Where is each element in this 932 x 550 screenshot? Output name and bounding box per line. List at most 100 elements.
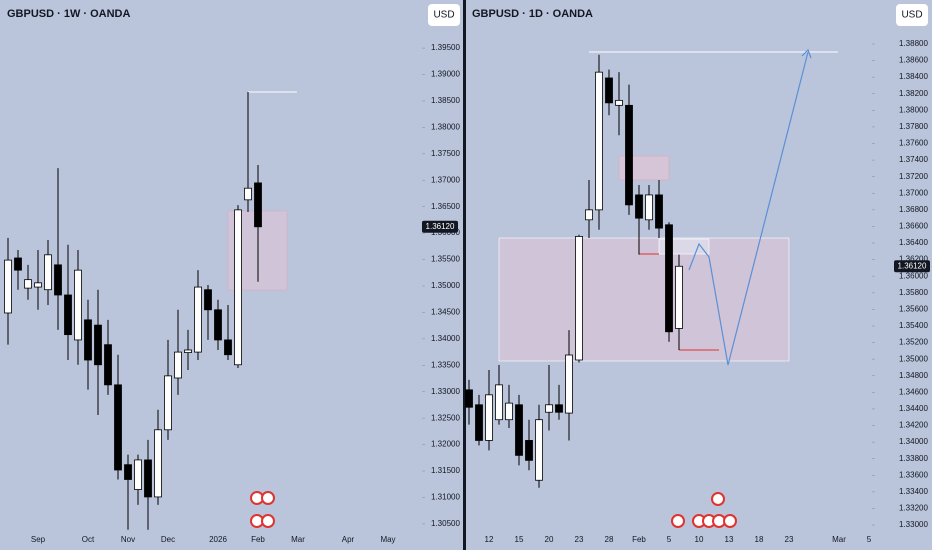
last-price-label: 1.36120 [898, 261, 927, 270]
candle-body [635, 194, 643, 219]
candle-body [244, 187, 252, 201]
last-price-label: 1.36120 [426, 222, 455, 231]
candle-body [164, 375, 172, 431]
y-tick-label: 1.35600 [899, 304, 928, 313]
currency-button[interactable] [896, 4, 928, 26]
y-tick-label: 1.39000 [431, 70, 460, 79]
y-tick-label: 1.34400 [899, 404, 928, 413]
candle-body [545, 404, 553, 413]
y-tick-label: 1.35000 [431, 281, 460, 290]
chart-title: GBPUSD · 1D · OANDA [472, 8, 593, 20]
y-tick-label: 1.37600 [899, 139, 928, 148]
y-tick-label: 1.34200 [899, 421, 928, 430]
x-tick-label: 23 [575, 535, 584, 544]
x-tick-label: Feb [251, 535, 265, 544]
y-tick-label: 1.37000 [431, 175, 460, 184]
x-tick-label: Feb [632, 535, 646, 544]
candle-body [14, 257, 22, 271]
candle-body [194, 286, 202, 353]
y-tick-label: 1.35800 [899, 288, 928, 297]
y-tick-label: 1.36400 [899, 238, 928, 247]
candle-body [535, 419, 543, 481]
y-tick-label: 1.36600 [899, 222, 928, 231]
y-tick-label: 1.38000 [899, 105, 928, 114]
currency-label[interactable]: USD [433, 10, 454, 21]
candle-body [575, 235, 583, 361]
y-tick-label: 1.37200 [899, 172, 928, 181]
last-price-marker [894, 260, 930, 273]
x-tick-label: 2026 [209, 535, 227, 544]
candle-body [34, 282, 42, 288]
y-tick-label: 1.36000 [899, 271, 928, 280]
candle-body [64, 294, 72, 336]
x-tick-label: 28 [605, 535, 614, 544]
candle-body [134, 459, 142, 490]
candle-body [44, 254, 52, 291]
y-tick-label: 1.38000 [431, 123, 460, 132]
arrow-head [801, 48, 812, 59]
y-tick-label: 1.39500 [431, 43, 460, 52]
x-tick-label: 15 [515, 535, 524, 544]
y-tick-label: 1.38500 [431, 96, 460, 105]
candle-body [184, 349, 192, 354]
candle-body [214, 309, 222, 341]
y-tick-label: 1.37000 [899, 188, 928, 197]
candle-body [495, 384, 503, 421]
y-tick-label: 1.34500 [431, 308, 460, 317]
x-tick-label: Mar [832, 535, 846, 544]
x-tick-label: Apr [342, 535, 355, 544]
candle-body [465, 389, 473, 408]
candle-body [254, 182, 262, 228]
y-tick-label: 1.33500 [431, 360, 460, 369]
candle-body [585, 209, 593, 221]
x-tick-label: Mar [291, 535, 305, 544]
event-icons [250, 491, 737, 528]
chart-title: GBPUSD · 1W · OANDA [7, 8, 131, 20]
y-tick-label: 1.35500 [431, 255, 460, 264]
candle-body [475, 404, 483, 441]
candle-body [665, 224, 673, 333]
x-tick-label: May [380, 535, 395, 544]
candle-body [74, 269, 82, 341]
y-tick-label: 1.38400 [899, 72, 928, 81]
candle-body [84, 319, 92, 361]
x-tick-label: 12 [485, 535, 494, 544]
panel-divider [463, 0, 466, 550]
y-tick-label: 1.33000 [431, 387, 460, 396]
currency-button[interactable] [428, 4, 460, 26]
y-tick-label: 1.38800 [899, 39, 928, 48]
x-tick-label: Sep [31, 535, 46, 544]
y-tick-label: 1.33400 [899, 487, 928, 496]
candle-body [615, 99, 623, 106]
y-tick-label: 1.31000 [431, 493, 460, 502]
x-tick-label: Dec [161, 535, 175, 544]
candle-body [234, 209, 242, 366]
y-tick-label: 1.33600 [899, 470, 928, 479]
candle-body [124, 464, 132, 480]
x-tick-label: 13 [725, 535, 734, 544]
y-tick-label: 1.34000 [899, 437, 928, 446]
y-tick-label: 1.34800 [899, 371, 928, 380]
candle-body [94, 324, 102, 366]
y-tick-label: 1.38200 [899, 89, 928, 98]
candle-body [485, 394, 493, 441]
candle-body [565, 354, 573, 414]
y-tick-label: 1.33200 [899, 504, 928, 513]
projection-arrow [688, 51, 809, 366]
y-tick-label: 1.37400 [899, 155, 928, 164]
y-tick-label: 1.34000 [431, 334, 460, 343]
candle-body [174, 351, 182, 379]
candle-body [605, 77, 613, 104]
currency-label[interactable]: USD [901, 10, 922, 21]
x-tick-label: 5 [867, 535, 872, 544]
y-tick-label: 1.32000 [431, 440, 460, 449]
candle-body [625, 104, 633, 206]
candle-body [555, 404, 563, 413]
x-tick-label: Oct [82, 535, 95, 544]
candle-body [515, 404, 523, 456]
x-tick-label: 10 [695, 535, 704, 544]
candle-body [655, 194, 663, 229]
x-tick-label: 18 [755, 535, 764, 544]
y-tick-label: 1.36500 [431, 202, 460, 211]
